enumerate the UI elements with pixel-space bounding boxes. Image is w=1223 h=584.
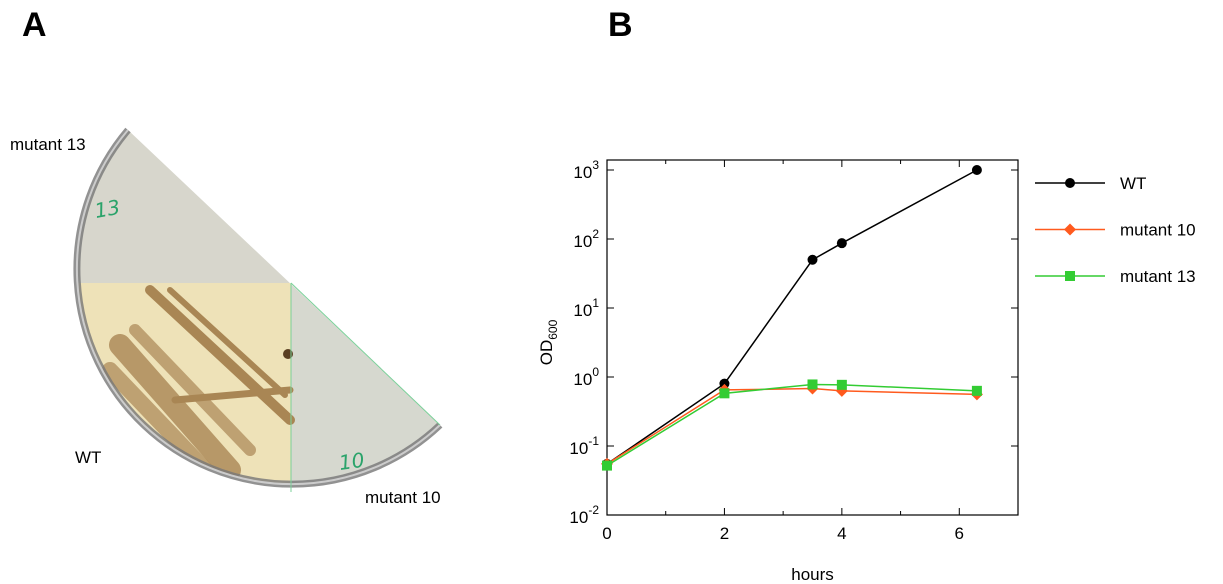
y-tick-label: 100: [573, 365, 599, 389]
legend-marker: [1065, 271, 1075, 281]
y-tick-label: 102: [573, 227, 599, 251]
marker: [971, 165, 982, 175]
y-axis-label-sub: 600: [546, 319, 560, 339]
marker: [719, 378, 730, 389]
legend-label: mutant 10: [1120, 221, 1196, 240]
photo-label: mutant 13: [10, 135, 86, 154]
photo-label: WT: [75, 448, 101, 467]
panel-label: A: [22, 6, 47, 44]
y-axis-label: OD600: [537, 319, 560, 365]
marker: [836, 238, 847, 249]
dish-photo: 13 10: [73, 127, 443, 492]
y-tick-label-exponent: 2: [592, 227, 599, 241]
legend-marker: [1064, 223, 1076, 236]
marker: [602, 460, 612, 471]
panel-label: B: [608, 6, 633, 44]
series-line: [606, 169, 978, 465]
photo-label: mutant 10: [365, 488, 441, 507]
legend-label: WT: [1120, 174, 1146, 193]
x-tick-label: 6: [955, 524, 964, 543]
y-tick-label: 101: [573, 296, 599, 320]
marker: [836, 379, 847, 390]
marker: [719, 388, 730, 399]
y-tick-label: 10-1: [569, 434, 599, 458]
y-tick-label: 103: [573, 158, 599, 182]
marker: [807, 379, 818, 390]
y-tick-label-base: 10: [569, 439, 588, 458]
x-tick-label: 2: [720, 524, 729, 543]
y-tick-label-base: 10: [573, 232, 592, 251]
x-tick-label: 0: [602, 524, 611, 543]
y-tick-label-exponent: 1: [592, 296, 599, 310]
dish-mark: 13: [93, 195, 122, 223]
y-axis-label-main: OD: [537, 340, 556, 366]
y-tick-label-exponent: 3: [592, 158, 599, 172]
plot-frame: [606, 159, 1019, 516]
y-tick-label-base: 10: [569, 508, 588, 527]
y-tick-label-base: 10: [573, 163, 592, 182]
y-tick-label-base: 10: [573, 301, 592, 320]
x-tick-label: 4: [837, 524, 846, 543]
dish-mark: 10: [337, 448, 366, 475]
y-tick-label-base: 10: [573, 370, 592, 389]
x-axis-label: hours: [791, 565, 834, 584]
legend-marker: [1065, 178, 1075, 188]
y-tick-label-exponent: -2: [588, 503, 599, 517]
y-tick-label-exponent: -1: [588, 434, 599, 448]
y-tick-label: 10-2: [569, 503, 599, 527]
marker: [807, 254, 818, 265]
y-tick-label-exponent: 0: [592, 365, 599, 379]
marker: [971, 385, 982, 396]
legend-label: mutant 13: [1120, 267, 1196, 286]
series-line: [606, 383, 977, 467]
